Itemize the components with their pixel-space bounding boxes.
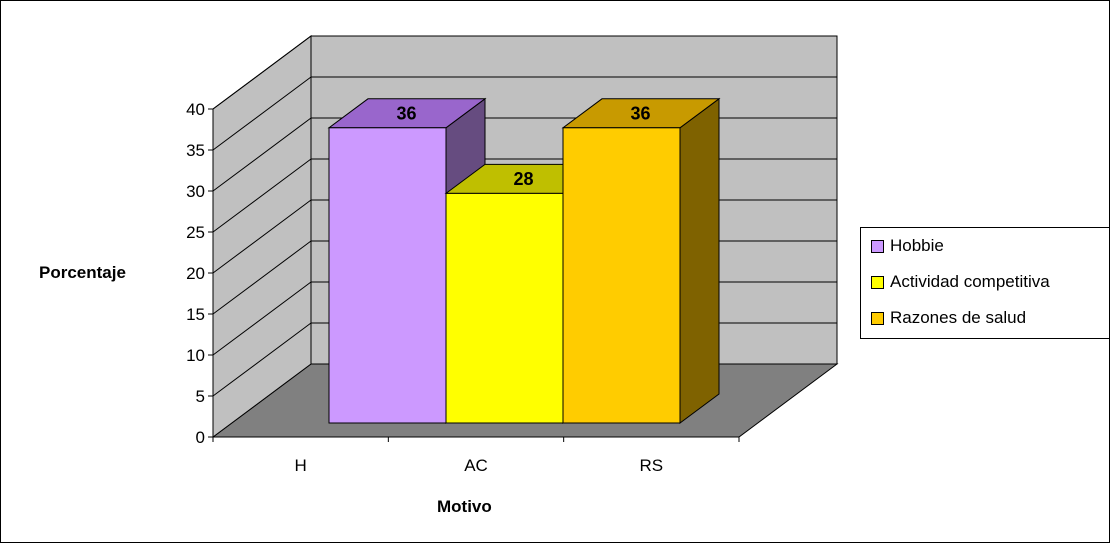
y-tick-label: 40 bbox=[186, 100, 205, 119]
y-tick-label: 5 bbox=[196, 387, 205, 406]
y-tick-label: 15 bbox=[186, 305, 205, 324]
y-tick-label: 10 bbox=[186, 346, 205, 365]
data-label-ac: 28 bbox=[513, 169, 533, 189]
bar-rs bbox=[562, 127, 681, 424]
y-tick-label: 20 bbox=[186, 264, 205, 283]
data-label-h: 36 bbox=[396, 103, 416, 123]
legend: Hobbie Actividad competitiva Razones de … bbox=[860, 227, 1110, 339]
y-axis-title: Porcentaje bbox=[39, 263, 126, 282]
legend-label-hobbie: Hobbie bbox=[890, 236, 944, 255]
y-tick-label: 35 bbox=[186, 141, 205, 160]
data-label-rs: 36 bbox=[630, 103, 650, 123]
gridline-side bbox=[212, 199, 312, 274]
y-tick-label: 0 bbox=[196, 428, 205, 447]
gridline-side bbox=[212, 158, 312, 233]
gridline-side bbox=[212, 281, 312, 356]
gridline-side bbox=[212, 322, 312, 397]
x-tick-label: AC bbox=[464, 456, 488, 475]
y-tick-label: 30 bbox=[186, 182, 205, 201]
gridline-side bbox=[212, 76, 312, 151]
legend-item-actividad-competitiva: Actividad competitiva bbox=[871, 270, 1050, 294]
legend-item-hobbie: Hobbie bbox=[871, 234, 944, 258]
gridline-side bbox=[212, 240, 312, 315]
x-tick-label: RS bbox=[640, 456, 664, 475]
legend-label-razones-de-salud: Razones de salud bbox=[890, 308, 1027, 327]
legend-swatch-razones-de-salud bbox=[871, 311, 884, 325]
bar-rs-side bbox=[679, 97, 720, 424]
bar-ac bbox=[445, 192, 564, 424]
gridline-side bbox=[212, 35, 312, 110]
legend-swatch-hobbie bbox=[871, 239, 884, 253]
x-axis-title: Motivo bbox=[437, 497, 492, 516]
legend-swatch-actividad-competitiva bbox=[871, 275, 884, 289]
legend-item-razones-de-salud: Razones de salud bbox=[871, 306, 1026, 330]
gridline-side bbox=[212, 117, 312, 192]
bar-h bbox=[328, 127, 447, 424]
legend-label-actividad-competitiva: Actividad competitiva bbox=[890, 272, 1050, 291]
y-tick-label: 25 bbox=[186, 223, 205, 242]
x-tick-label: H bbox=[295, 456, 307, 475]
